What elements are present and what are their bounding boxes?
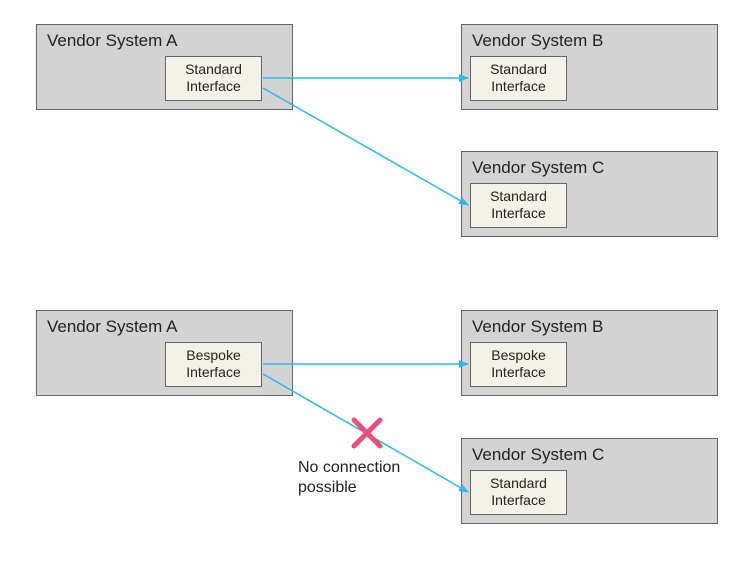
- iface-line2: Interface: [471, 78, 566, 95]
- cross-icon: [354, 420, 380, 446]
- note-line1: No connection: [298, 459, 400, 476]
- iface-line2: Interface: [471, 492, 566, 509]
- iface-line1: Standard: [471, 475, 566, 492]
- vendor-title: Vendor System B: [472, 317, 603, 337]
- interface-box-bot-b: Bespoke Interface: [470, 342, 567, 387]
- iface-line1: Standard: [471, 61, 566, 78]
- interface-box-bot-c: Standard Interface: [470, 470, 567, 515]
- iface-line2: Interface: [471, 205, 566, 222]
- iface-line2: Interface: [166, 78, 261, 95]
- iface-line1: Standard: [471, 188, 566, 205]
- iface-line1: Bespoke: [166, 347, 261, 364]
- diagram-canvas: Vendor System A Standard Interface Vendo…: [0, 0, 750, 573]
- vendor-title: Vendor System A: [47, 317, 177, 337]
- note-line2: possible: [298, 479, 357, 496]
- interface-box-bot-a: Bespoke Interface: [165, 342, 262, 387]
- no-connection-note: No connection possible: [298, 458, 400, 498]
- iface-line2: Interface: [166, 364, 261, 381]
- interface-box-top-b: Standard Interface: [470, 56, 567, 101]
- interface-box-top-c: Standard Interface: [470, 183, 567, 228]
- vendor-title: Vendor System C: [472, 445, 604, 465]
- interface-box-top-a: Standard Interface: [165, 56, 262, 101]
- iface-line2: Interface: [471, 364, 566, 381]
- iface-line1: Bespoke: [471, 347, 566, 364]
- vendor-title: Vendor System B: [472, 31, 603, 51]
- arrow-top-a-to-c: [263, 88, 468, 205]
- vendor-title: Vendor System A: [47, 31, 177, 51]
- iface-line1: Standard: [166, 61, 261, 78]
- vendor-title: Vendor System C: [472, 158, 604, 178]
